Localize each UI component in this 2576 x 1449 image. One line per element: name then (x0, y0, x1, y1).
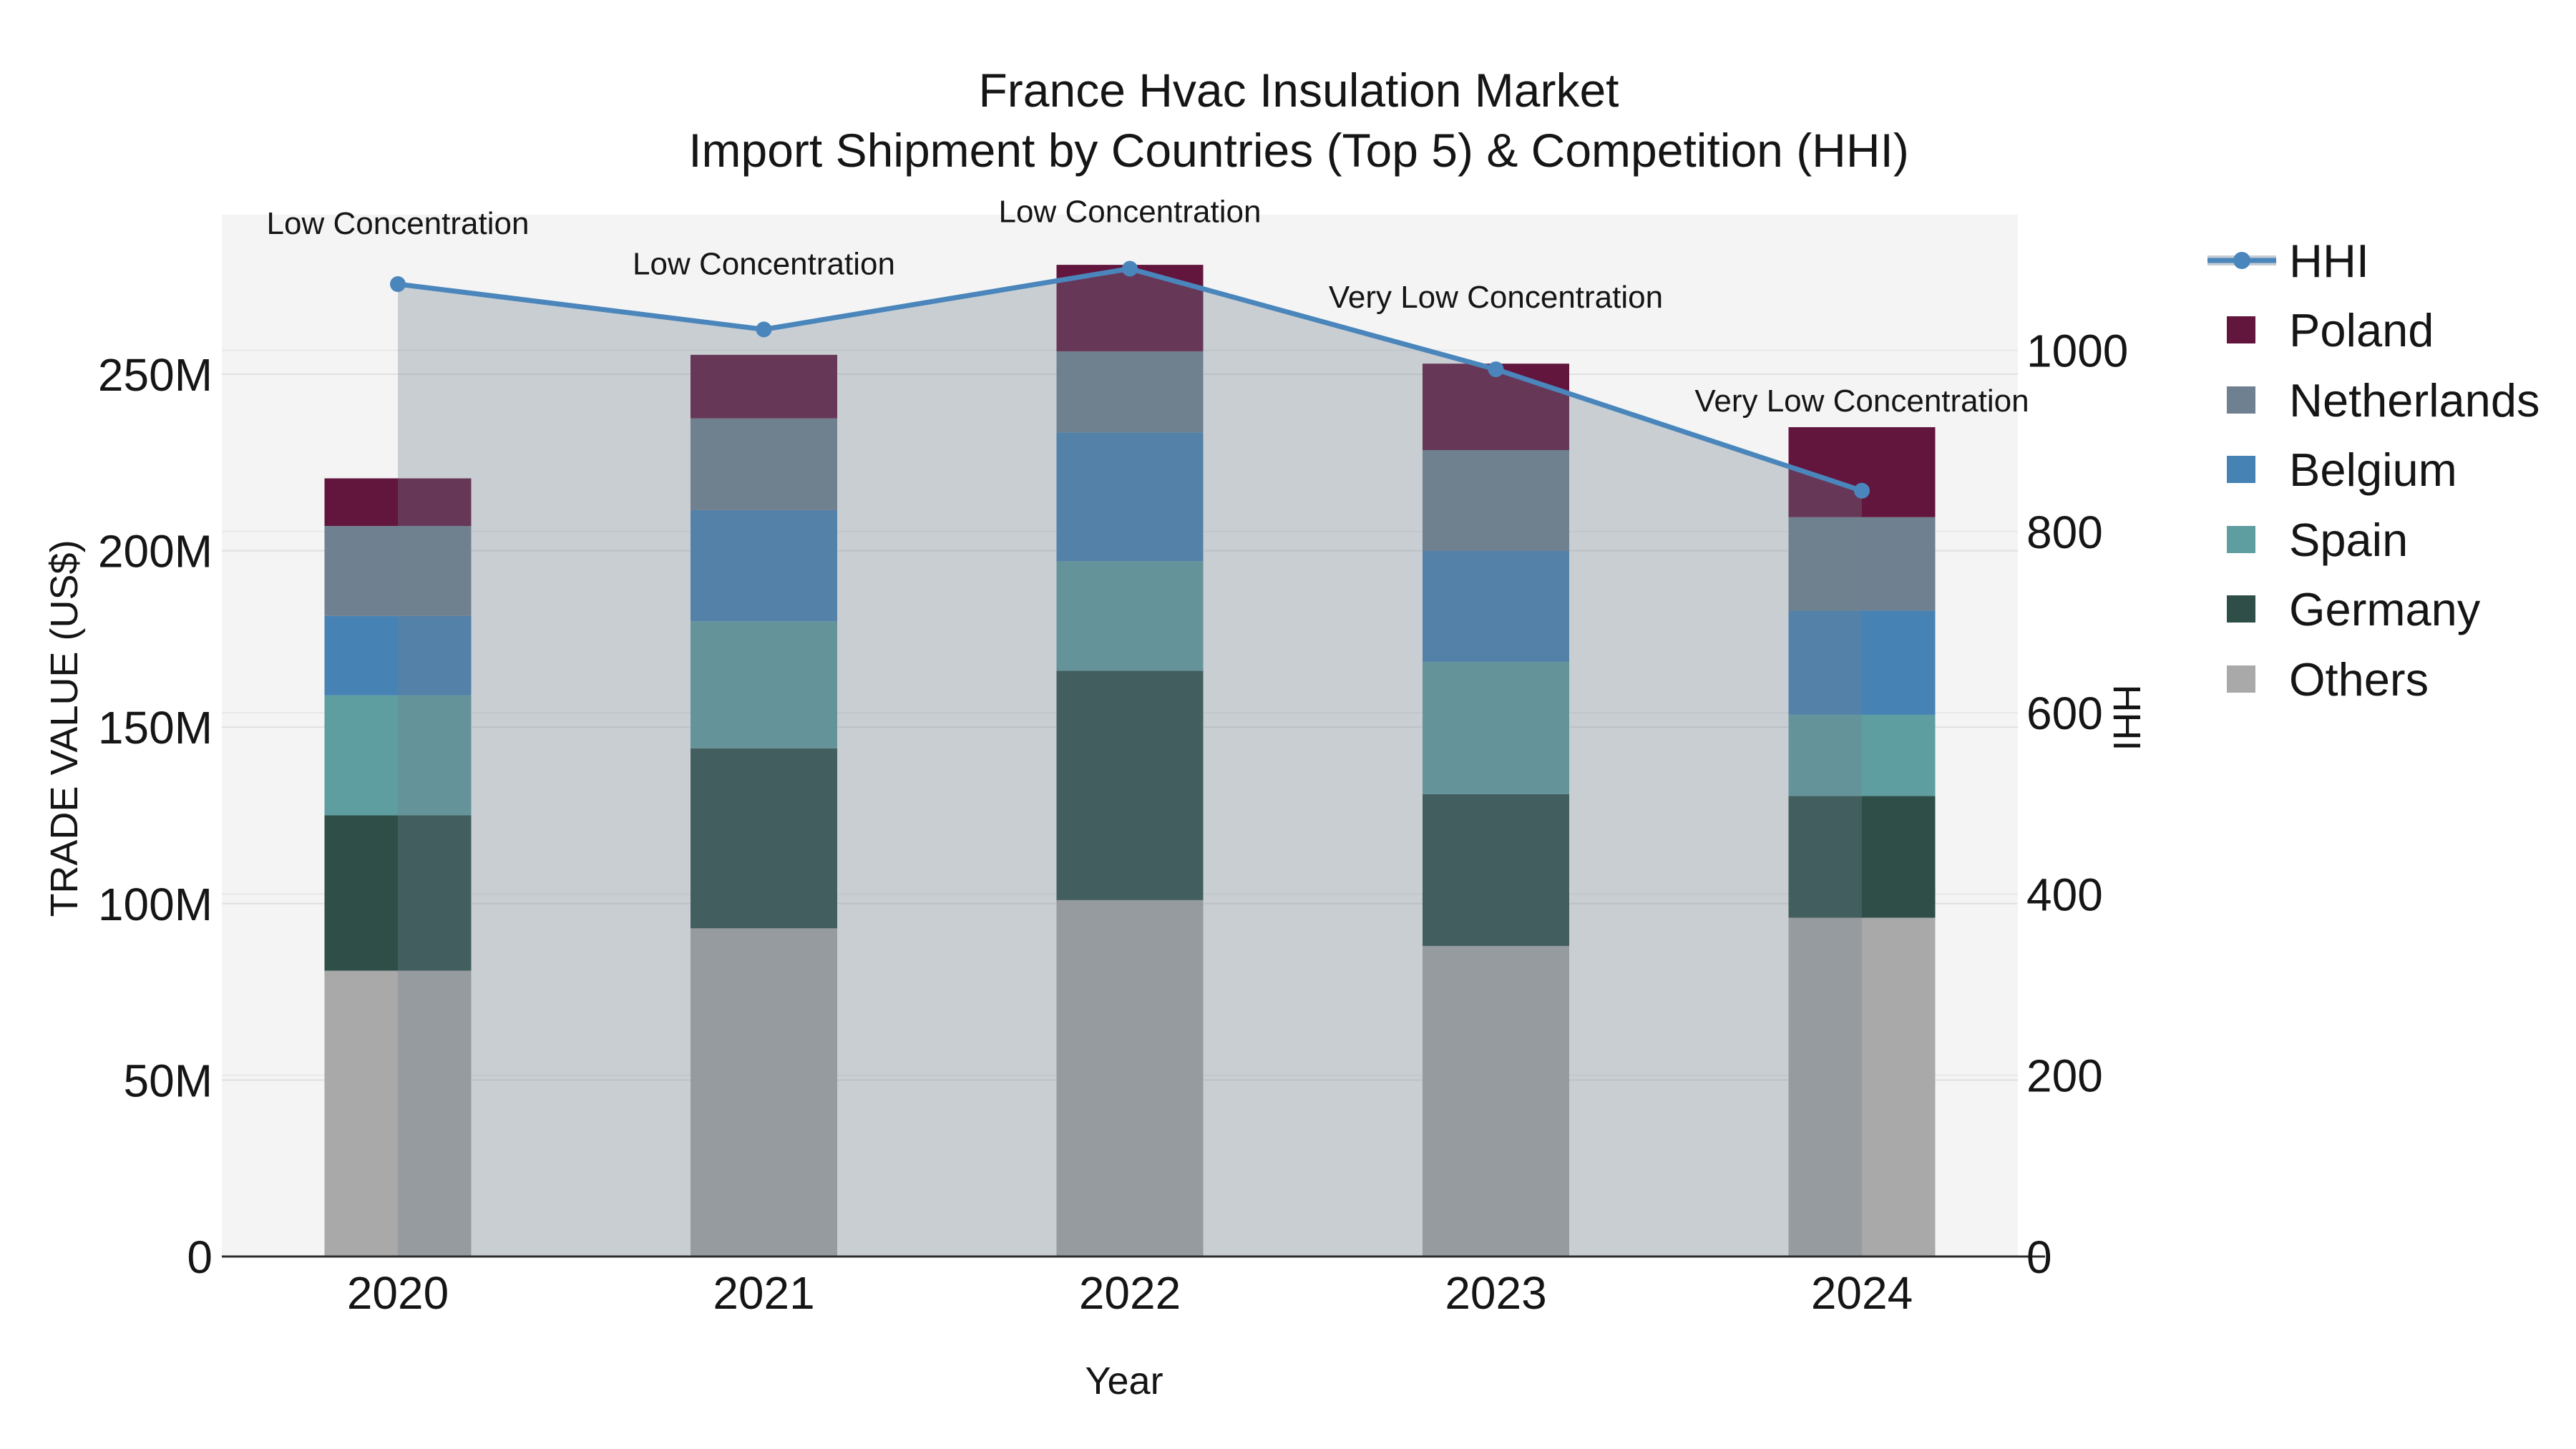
tick-label-right-600: 600 (2026, 688, 2103, 739)
annotation-2021: Low Concentration (633, 246, 895, 281)
tick-label-right-1000: 1000 (2026, 326, 2128, 377)
hhi-marker-2020 (390, 276, 406, 293)
chart-title: France Hvac Insulation Market Import Shi… (11, 60, 2576, 181)
bar-segment-spain-2024 (1788, 714, 1936, 796)
hhi-line-swatch (2207, 248, 2276, 273)
y-axis-label-right: HHI (2105, 684, 2148, 751)
tick-label-left-0: 0 (187, 1231, 213, 1283)
bar-segment-netherlands-2024 (1788, 517, 1936, 611)
bar-segment-germany-2023 (1423, 794, 1569, 946)
hhi-marker-2022 (1122, 260, 1138, 277)
annotation-2020: Low Concentration (267, 206, 530, 241)
tick-label-right-0: 0 (2026, 1231, 2052, 1283)
tick-label-left-250M: 250M (98, 349, 213, 401)
legend-item-spain: Spain (2207, 509, 2408, 570)
chart-title-line1: France Hvac Insulation Market (978, 64, 1619, 117)
bar-segment-belgium-2023 (1423, 550, 1569, 662)
belgium-swatch (2227, 456, 2255, 483)
bar-segment-belgium-2024 (1788, 610, 1936, 715)
hhi-marker-2024 (1854, 482, 1870, 499)
x-axis-label: Year (1085, 1360, 1163, 1402)
bar-segment-poland-2023 (1423, 364, 1569, 451)
legend-label-spain: Spain (2289, 513, 2409, 566)
germany-swatch (2227, 595, 2255, 623)
legend-item-belgium: Belgium (2207, 439, 2457, 500)
legend-item-germany: Germany (2207, 578, 2480, 640)
bar-segment-poland-2021 (691, 354, 837, 419)
bar-segment-netherlands-2021 (691, 418, 837, 510)
tick-label-left-150M: 150M (98, 702, 213, 753)
bar-segment-others-2023 (1423, 945, 1569, 1257)
netherlands-swatch (2227, 386, 2255, 414)
legend-glyph-cell (2207, 316, 2289, 343)
legend-item-poland: Poland (2207, 299, 2434, 361)
bar-segment-others-2022 (1056, 899, 1204, 1257)
bar-segment-germany-2020 (324, 815, 472, 971)
legend-glyph-cell (2207, 526, 2289, 553)
annotation-2024: Very Low Concentration (1694, 384, 2029, 419)
tick-label-year-2023: 2023 (1445, 1267, 1546, 1319)
bar-segment-spain-2022 (1056, 561, 1204, 671)
legend-item-netherlands: Netherlands (2207, 369, 2540, 431)
tick-label-year-2020: 2020 (347, 1267, 449, 1319)
poland-swatch (2227, 316, 2255, 343)
annotation-2023: Very Low Concentration (1329, 280, 1663, 315)
legend-label-poland: Poland (2289, 303, 2434, 356)
bar-segment-netherlands-2020 (324, 526, 472, 616)
bar-segment-belgium-2022 (1056, 432, 1204, 562)
tick-label-left-50M: 50M (124, 1055, 213, 1106)
y-axis-label-left: TRADE VALUE (US$) (43, 540, 86, 917)
tick-label-left-200M: 200M (98, 526, 213, 577)
legend-item-hhi: HHI (2207, 230, 2369, 291)
hhi-area (398, 268, 1862, 1257)
tick-label-left-100M: 100M (98, 879, 213, 930)
tick-label-right-400: 400 (2026, 869, 2103, 920)
annotation-2022: Low Concentration (999, 195, 1262, 230)
bar-segment-germany-2024 (1788, 796, 1936, 918)
bar-segment-netherlands-2022 (1056, 351, 1204, 433)
bar-segment-spain-2020 (324, 695, 472, 816)
bar-segment-spain-2021 (691, 621, 837, 748)
legend-label-belgium: Belgium (2289, 443, 2457, 496)
hhi-marker-2021 (756, 321, 772, 338)
legend: HHI Poland Netherlands Belgium Spain Ger… (2207, 0, 2576, 787)
bar-segment-germany-2021 (691, 748, 837, 929)
legend-glyph-cell (2207, 665, 2289, 693)
legend-label-hhi: HHI (2289, 234, 2369, 287)
hhi-marker-icon (2233, 252, 2250, 269)
tick-label-year-2024: 2024 (1811, 1267, 1913, 1319)
bar-segment-spain-2023 (1423, 661, 1569, 794)
tick-label-year-2021: 2021 (713, 1267, 814, 1319)
legend-label-netherlands: Netherlands (2289, 374, 2540, 426)
bar-segment-others-2020 (324, 970, 472, 1257)
others-swatch (2227, 665, 2255, 693)
legend-glyph-cell (2207, 386, 2289, 414)
bar-segment-others-2021 (691, 928, 837, 1257)
tick-label-right-800: 800 (2026, 507, 2103, 558)
legend-glyph-cell (2207, 248, 2289, 273)
legend-glyph-cell (2207, 456, 2289, 483)
bar-segment-poland-2020 (324, 478, 472, 527)
chart-title-line2: Import Shipment by Countries (Top 5) & C… (688, 124, 1909, 177)
legend-item-others: Others (2207, 648, 2429, 710)
bar-segment-others-2024 (1788, 917, 1936, 1257)
spain-swatch (2227, 526, 2255, 553)
legend-glyph-cell (2207, 595, 2289, 623)
tick-label-right-200: 200 (2026, 1050, 2103, 1102)
tick-label-year-2022: 2022 (1079, 1267, 1181, 1319)
bar-segment-germany-2022 (1056, 670, 1204, 900)
hhi-marker-2023 (1488, 361, 1504, 378)
legend-label-germany: Germany (2289, 582, 2481, 635)
legend-label-others: Others (2289, 653, 2429, 706)
bar-segment-belgium-2021 (691, 509, 837, 622)
bar-segment-belgium-2020 (324, 615, 472, 696)
bar-segment-netherlands-2023 (1423, 450, 1569, 551)
